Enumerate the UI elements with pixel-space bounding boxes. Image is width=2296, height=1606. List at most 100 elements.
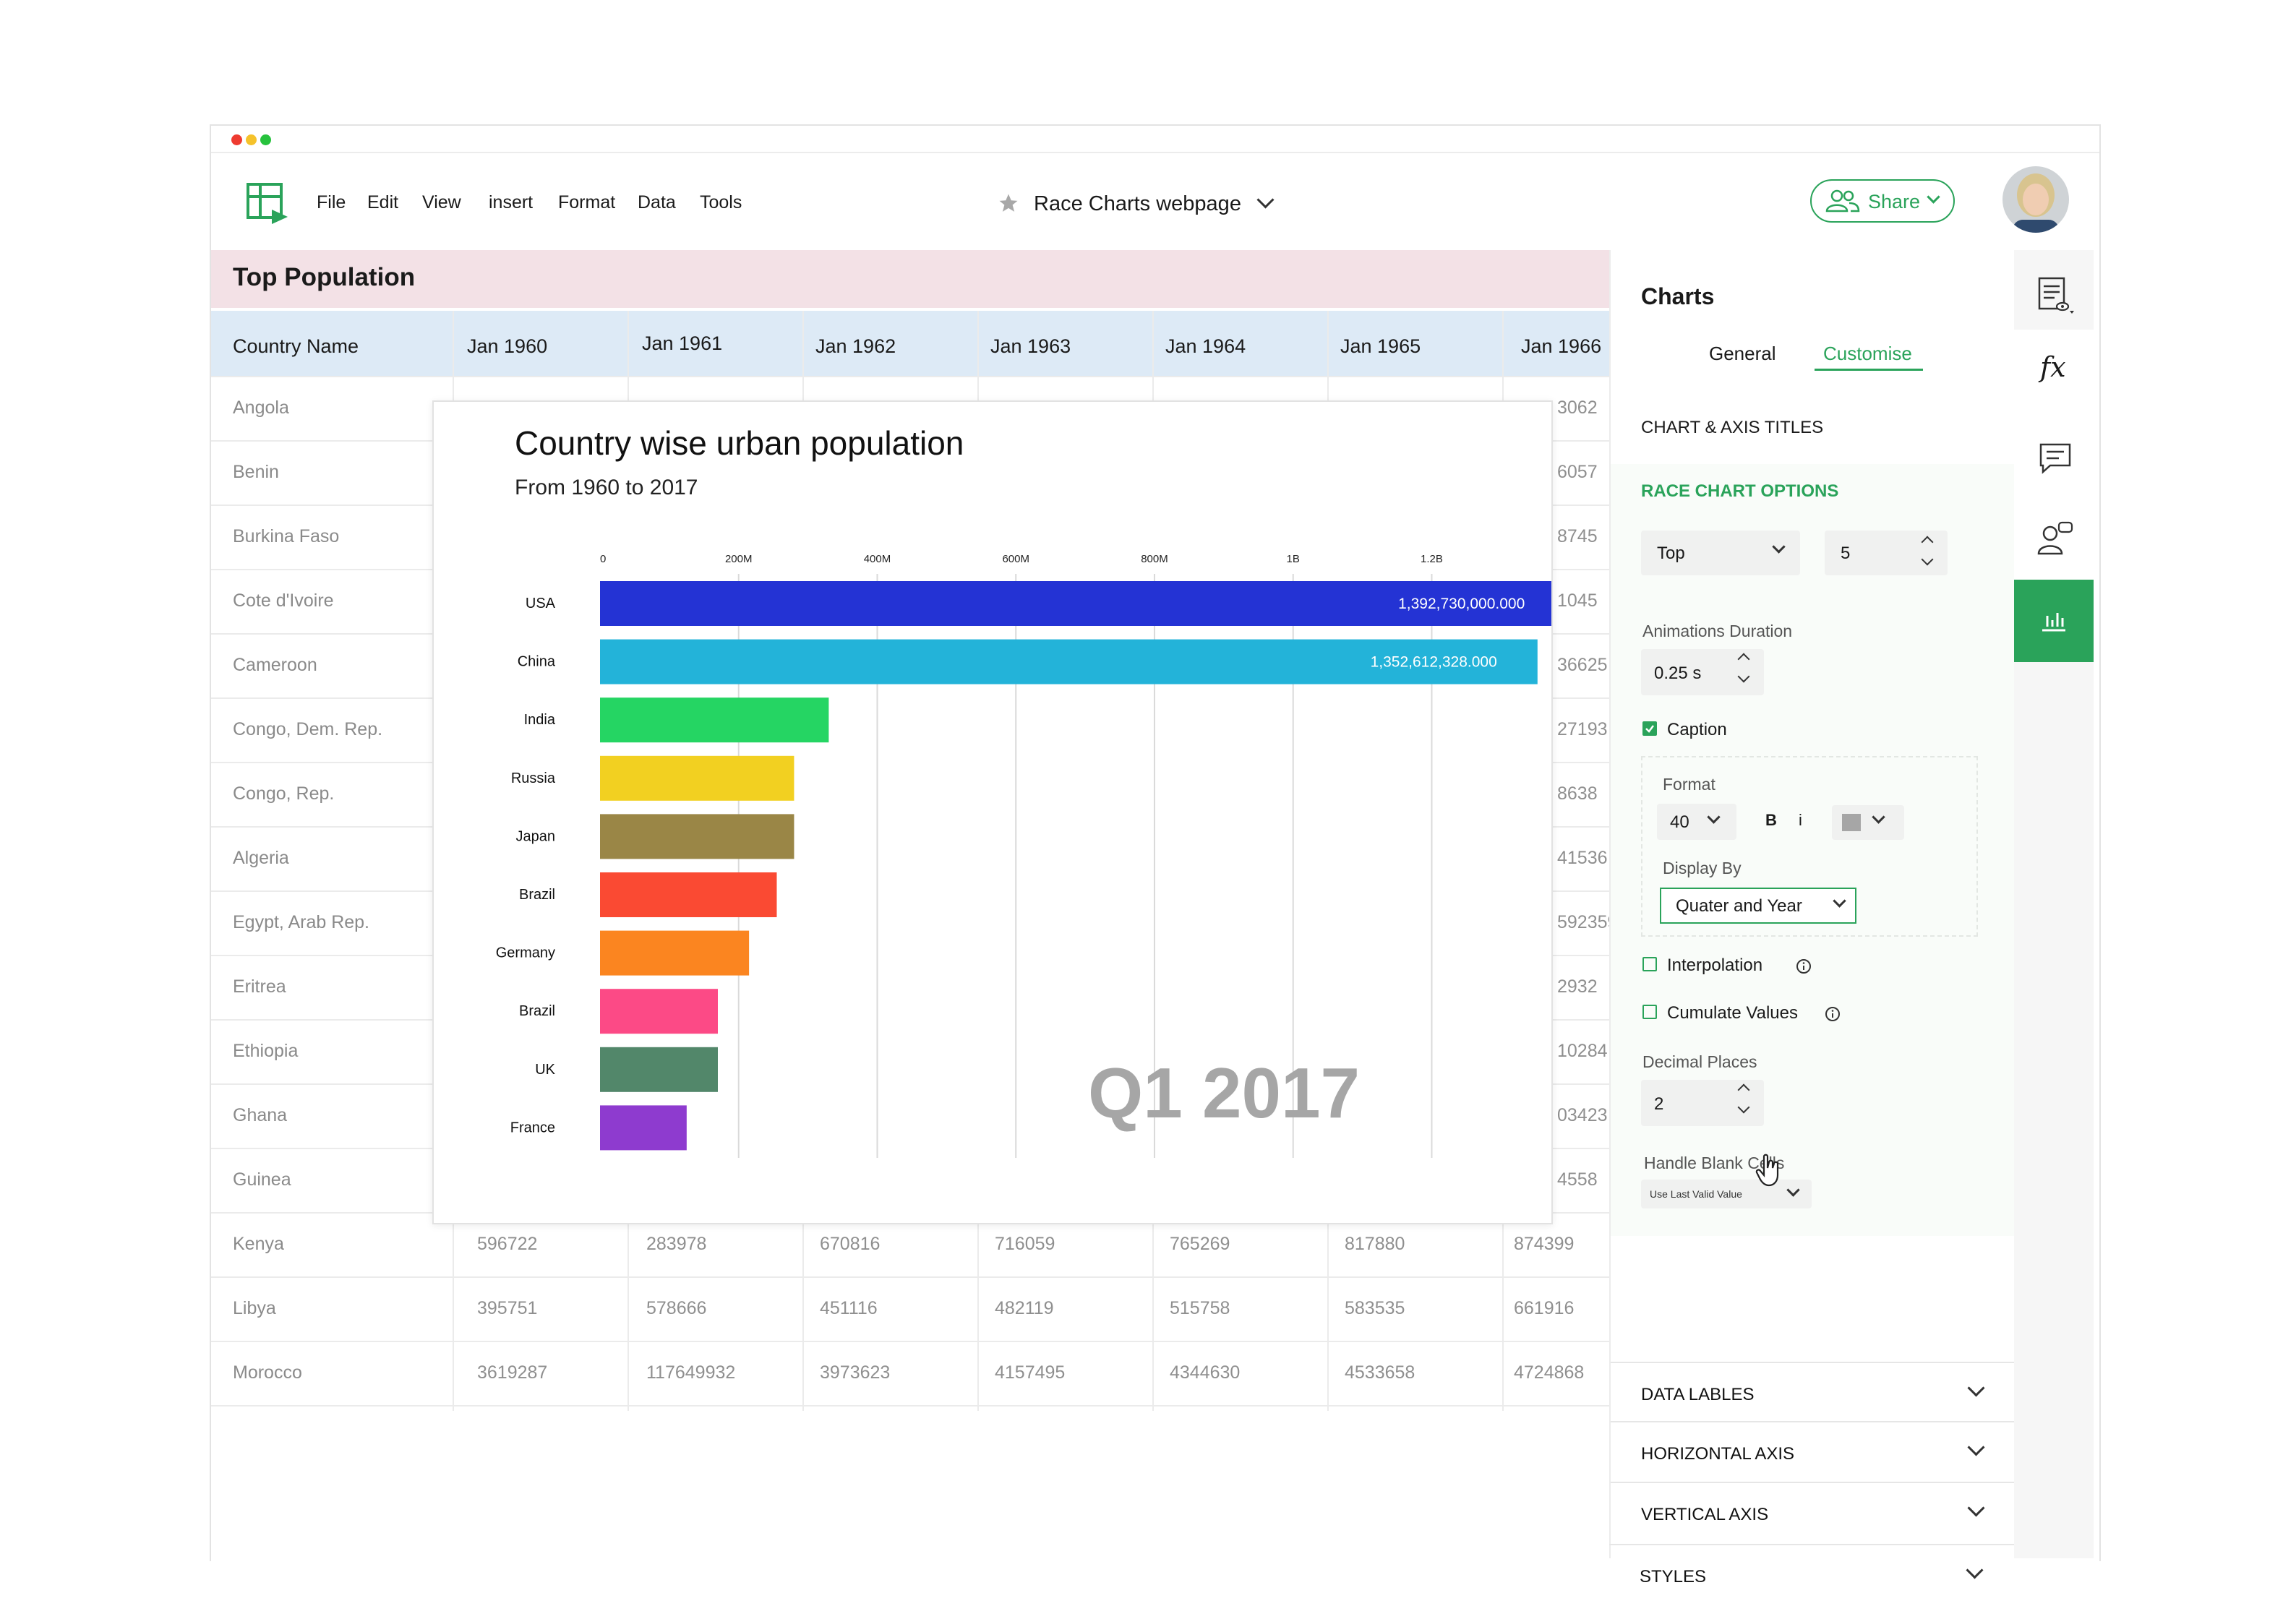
column-header-1963[interactable]: Jan 1963 (990, 335, 1071, 357)
row-country-name[interactable]: Angola (233, 398, 289, 418)
bar-uk[interactable] (600, 1047, 718, 1092)
bar-india[interactable] (600, 697, 829, 743)
row-country-name[interactable]: Congo, Rep. (233, 783, 335, 804)
bar-brazil[interactable] (600, 989, 718, 1034)
chart-axis-titles-section[interactable]: CHART & AXIS TITLES (1641, 418, 1824, 437)
bar-france[interactable] (600, 1105, 687, 1151)
table-cell[interactable]: 592359 (1557, 912, 1618, 932)
table-cell[interactable]: 10284 (1557, 1041, 1608, 1061)
row-country-name[interactable]: Kenya (233, 1234, 284, 1254)
font-size-select[interactable]: 40 (1657, 804, 1736, 840)
column-header-1961[interactable]: Jan 1961 (642, 332, 723, 354)
menu-edit[interactable]: Edit (367, 192, 399, 212)
table-cell[interactable]: 36625 (1557, 655, 1608, 675)
column-header-1965[interactable]: Jan 1965 (1340, 335, 1421, 357)
window-minimize-dot[interactable] (246, 134, 257, 145)
table-cell[interactable]: 283978 (646, 1234, 707, 1254)
function-icon[interactable]: fx (2040, 351, 2066, 383)
row-country-name[interactable]: Libya (233, 1298, 276, 1318)
row-country-name[interactable]: Egypt, Arab Rep. (233, 912, 370, 932)
table-cell[interactable]: 1045 (1557, 591, 1598, 611)
cumulate-values-checkbox[interactable] (1642, 1005, 1657, 1019)
top-count-stepper-arrows-icon[interactable] (1920, 535, 1935, 567)
menu-insert[interactable]: insert (489, 192, 534, 212)
menu-data[interactable]: Data (638, 192, 676, 212)
table-cell[interactable]: 8745 (1557, 526, 1598, 546)
menu-view[interactable]: View (422, 192, 461, 212)
styles-section[interactable]: STYLES (1609, 1544, 2014, 1606)
table-cell[interactable]: 8638 (1557, 783, 1598, 804)
table-cell[interactable]: 817880 (1345, 1234, 1405, 1254)
bar-japan[interactable] (600, 814, 794, 859)
table-cell[interactable]: 4724868 (1514, 1362, 1585, 1383)
table-cell[interactable]: 765269 (1170, 1234, 1230, 1254)
menu-file[interactable]: File (317, 192, 346, 212)
table-cell[interactable]: 4157495 (995, 1362, 1066, 1383)
bar-russia[interactable] (600, 755, 794, 801)
handle-blank-cells-select[interactable]: Use Last Valid Value (1641, 1180, 1812, 1208)
table-cell[interactable]: 27193 (1557, 719, 1608, 739)
sheet-app-logo-icon[interactable] (246, 182, 291, 227)
row-country-name[interactable]: Burkina Faso (233, 526, 340, 546)
horizontal-axis-section[interactable]: HORIZONTAL AXIS (1611, 1421, 2016, 1483)
tab-customise[interactable]: Customise (1823, 343, 1912, 364)
decimal-places-stepper[interactable]: 2 (1641, 1080, 1764, 1126)
table-cell[interactable]: 661916 (1514, 1298, 1575, 1318)
animation-stepper-arrows-icon[interactable] (1736, 652, 1751, 684)
star-icon[interactable] (998, 192, 1019, 214)
tab-general[interactable]: General (1709, 343, 1776, 364)
data-labels-section[interactable]: DATA LABLES (1611, 1362, 2016, 1424)
document-title-chevron-icon[interactable] (1256, 191, 1275, 210)
table-cell[interactable]: 117649932 (646, 1362, 736, 1383)
table-cell[interactable]: 716059 (995, 1234, 1055, 1254)
bar-china[interactable] (600, 639, 1538, 684)
menu-format[interactable]: Format (558, 192, 616, 212)
bar-brazil[interactable] (600, 872, 777, 917)
table-cell[interactable]: 2932 (1557, 976, 1598, 997)
table-cell[interactable]: 482119 (995, 1298, 1054, 1318)
display-by-select[interactable]: Quater and Year (1660, 888, 1856, 924)
decimal-stepper-arrows-icon[interactable] (1736, 1083, 1751, 1115)
document-title[interactable]: Race Charts webpage (1034, 192, 1241, 215)
italic-button[interactable]: i (1799, 811, 1802, 829)
row-country-name[interactable]: Guinea (233, 1169, 291, 1190)
caption-color-picker[interactable] (1832, 805, 1904, 840)
chart-tool-button[interactable] (2014, 580, 2094, 662)
table-cell[interactable]: 3619287 (477, 1362, 548, 1383)
table-cell[interactable]: 596722 (477, 1234, 538, 1254)
table-cell[interactable]: 4533658 (1345, 1362, 1415, 1383)
caption-checkbox[interactable] (1642, 721, 1657, 736)
bold-button[interactable]: B (1765, 811, 1777, 829)
race-chart[interactable]: Country wise urban population From 1960 … (432, 400, 1553, 1224)
bar-usa[interactable] (600, 581, 1551, 626)
table-cell[interactable]: 41536 (1557, 848, 1608, 868)
row-country-name[interactable]: Morocco (233, 1362, 302, 1383)
row-country-name[interactable]: Ethiopia (233, 1041, 299, 1061)
top-count-stepper[interactable]: 5 (1825, 531, 1948, 575)
vertical-axis-section[interactable]: VERTICAL AXIS (1611, 1482, 2016, 1544)
info-icon[interactable] (1825, 1006, 1841, 1022)
row-country-name[interactable]: Eritrea (233, 976, 286, 997)
info-icon[interactable] (1796, 958, 1812, 974)
menu-tools[interactable]: Tools (700, 192, 742, 212)
table-cell[interactable]: 578666 (646, 1298, 707, 1318)
comment-icon[interactable] (2039, 442, 2072, 474)
table-cell[interactable]: 583535 (1345, 1298, 1405, 1318)
window-maximize-dot[interactable] (260, 134, 271, 145)
table-cell[interactable]: 451116 (820, 1298, 878, 1318)
table-cell[interactable]: 395751 (477, 1298, 538, 1318)
table-cell[interactable]: 874399 (1514, 1234, 1575, 1254)
column-header-1966[interactable]: Jan 1966 (1521, 335, 1602, 357)
table-cell[interactable]: 670816 (820, 1234, 881, 1254)
collaborators-icon[interactable] (2036, 520, 2075, 557)
row-country-name[interactable]: Cameroon (233, 655, 317, 675)
table-cell[interactable]: 03423 (1557, 1105, 1608, 1125)
column-header-1964[interactable]: Jan 1964 (1165, 335, 1246, 357)
share-button[interactable]: Share (1810, 179, 1955, 223)
column-header-1962[interactable]: Jan 1962 (815, 335, 896, 357)
table-cell[interactable]: 4344630 (1170, 1362, 1241, 1383)
row-country-name[interactable]: Cote d'Ivoire (233, 591, 334, 611)
column-header-country[interactable]: Country Name (233, 335, 359, 357)
avatar[interactable] (2002, 166, 2069, 233)
row-country-name[interactable]: Ghana (233, 1105, 288, 1125)
